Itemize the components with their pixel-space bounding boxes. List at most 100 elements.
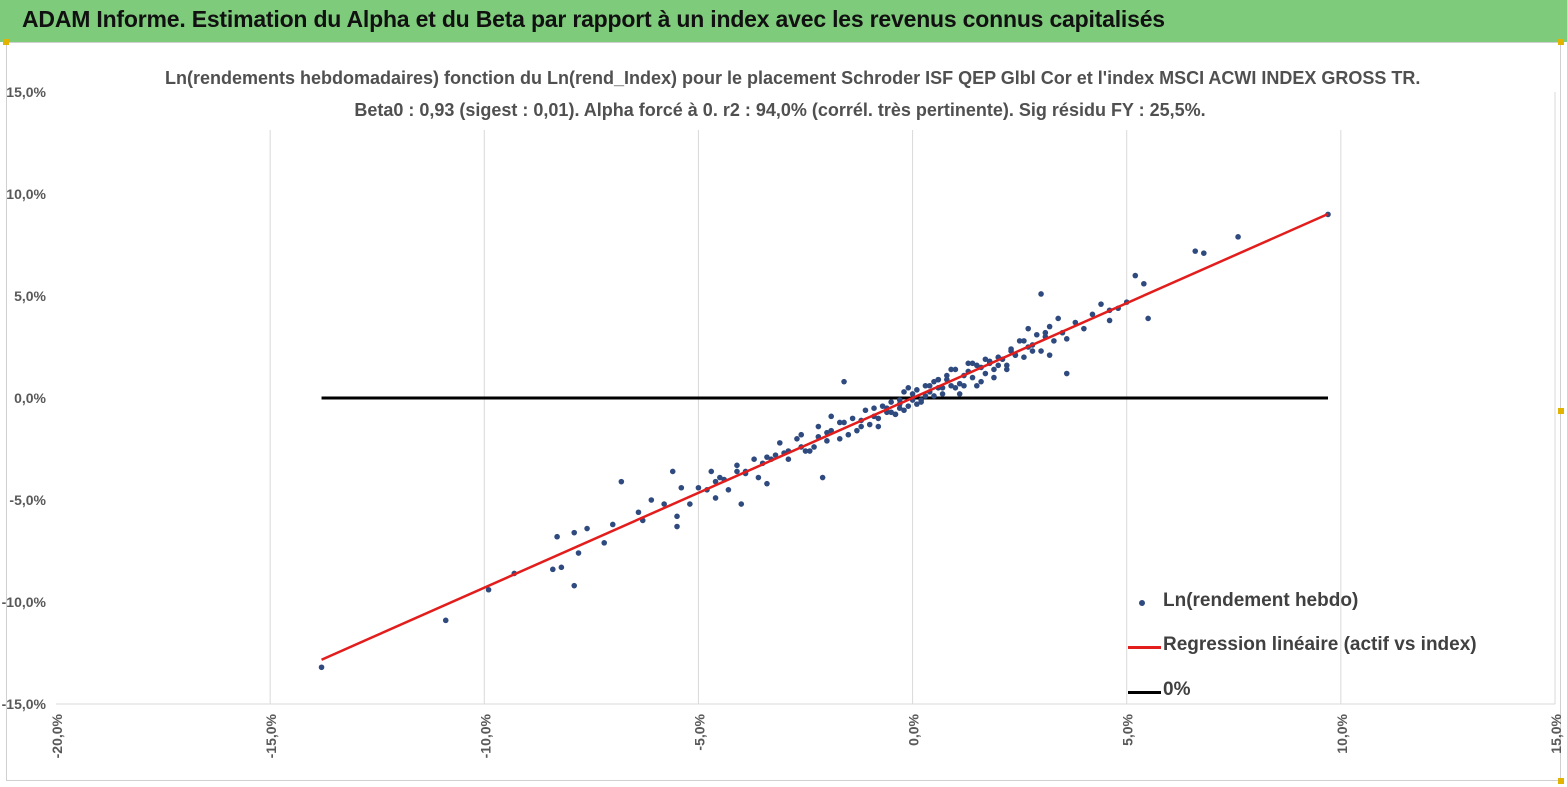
data-point [948,382,954,389]
data-point [1042,329,1049,336]
legend-marker-dot [1139,600,1145,606]
data-point [914,387,920,393]
legend-item-regression: Regression linéaire (actif vs index) [1125,632,1485,662]
data-point [1106,317,1113,324]
data-point [609,521,616,528]
data-point [815,423,822,430]
data-point [725,487,732,493]
data-point [828,413,834,420]
data-point [901,407,907,414]
data-point [1003,366,1010,373]
data-point [845,431,852,438]
data-point [738,501,745,507]
data-point [935,376,942,383]
data-point [811,444,817,450]
data-point [558,564,565,571]
x-tick-label: -10,0% [477,713,493,758]
chart-title-line-1: Ln(rendements hebdomadaires) fonction du… [165,68,1421,88]
data-point [1089,311,1096,318]
legend-item-zero: 0% [1125,677,1485,707]
data-point [678,484,685,491]
data-point [1063,336,1070,342]
resize-handle-top-right[interactable] [1558,39,1564,45]
data-point [819,474,826,481]
resize-handle-right[interactable] [1558,408,1564,414]
data-point [764,480,770,487]
y-tick-label: 5,0% [14,288,46,304]
data-point [896,405,903,412]
data-point [1132,272,1139,279]
data-point [875,423,882,430]
report-title: ADAM Informe. Estimation du Alpha et du … [22,6,1165,32]
data-point [772,452,779,458]
data-point [901,389,907,395]
data-point [918,399,924,405]
data-point [1003,362,1010,369]
data-point [550,566,556,573]
y-tick-label: -10,0% [2,594,47,610]
data-point [952,385,959,391]
data-point [1025,325,1032,332]
data-point [798,431,805,438]
data-point [995,362,1002,369]
x-tick-label: 15,0% [1548,713,1564,753]
report-banner: ADAM Informe. Estimation du Alpha et du … [0,0,1567,42]
data-point [952,366,959,373]
data-point [635,509,642,516]
data-point [978,378,984,385]
data-point [991,366,997,373]
legend-marker-red-line [1128,646,1161,649]
data-point [1192,248,1199,254]
data-point [948,366,954,373]
data-point [824,438,830,444]
x-axis-ticks: -20,0% -15,0% -10,0% -5,0% 0,0% 5,0% 10,0% 15,0… [49,713,1564,758]
data-point [669,468,676,475]
data-point [485,586,492,593]
data-point [1038,348,1044,354]
data-point [1016,338,1023,344]
x-tick-label: -20,0% [49,713,65,758]
data-point [1021,354,1027,361]
data-point [858,423,864,430]
data-point [1235,234,1241,240]
data-point [982,370,989,377]
x-tick-label: 10,0% [1334,713,1350,753]
chart-title-line-2: Beta0 : 0,93 (sigest : 0,01). Alpha forc… [354,100,1206,120]
data-point [909,391,916,397]
data-point [785,456,792,463]
data-point [854,427,860,434]
data-point [734,468,740,475]
data-point [969,360,976,367]
data-point [687,501,693,507]
data-point [1201,250,1207,256]
data-point [892,411,899,418]
data-point [841,378,847,385]
data-point [974,382,980,389]
y-tick-label: 15,0% [6,84,46,100]
data-point [982,356,989,363]
data-point [712,478,719,485]
y-tick-label: -15,0% [2,696,47,712]
data-point [601,540,608,546]
data-point [712,495,719,501]
legend-marker-black-line [1128,691,1161,694]
x-tick-label: 5,0% [1120,713,1136,745]
resize-handle-bottom-right[interactable] [1558,778,1564,784]
data-point [862,407,869,414]
data-point [944,372,950,379]
data-point [922,382,929,389]
resize-handle-top-left[interactable] [3,39,9,45]
data-point [961,382,967,389]
data-point [1033,331,1040,338]
data-point [1098,301,1104,307]
data-point [717,474,723,481]
data-point [1029,348,1036,354]
data-point [777,440,783,446]
chart-legend: Ln(rendement hebdo) Regression linéaire … [1125,586,1485,712]
data-point [1081,325,1087,332]
data-point [888,409,894,416]
data-point [905,403,912,409]
y-tick-label: 10,0% [6,186,46,202]
data-point [674,513,680,520]
